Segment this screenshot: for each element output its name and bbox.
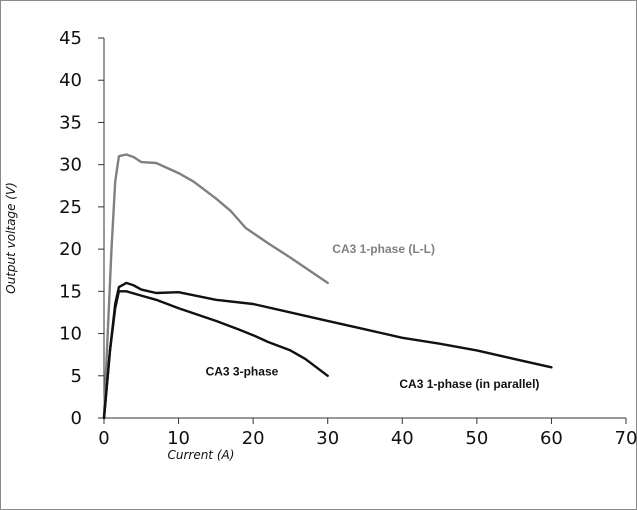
series-lines (102, 153, 553, 420)
y-tick-label: 45 (59, 28, 82, 49)
series-annotations: CA3 1-phase (L-L) CA3 3-phase CA3 1-phase … (206, 242, 540, 391)
x-tick-label: 30 (316, 428, 339, 449)
y-tick-label: 20 (59, 239, 82, 260)
y-tick-label: 0 (71, 408, 82, 429)
y-tick-label: 25 (59, 197, 82, 218)
x-tick-label: 50 (465, 428, 488, 449)
y-tick-label: 40 (59, 70, 82, 91)
series-line-3 (102, 290, 329, 420)
series-label-2: CA3 3-phase (206, 365, 279, 379)
x-axis-title: Current (A) (167, 448, 234, 462)
x-tick-label: 20 (242, 428, 265, 449)
series-label-3: CA3 1-phase (in parallel) (399, 377, 539, 391)
y-tick-label: 35 (59, 112, 82, 133)
tick-labels: 0 5 10 15 20 25 30 35 40 45 0 10 20 30 40 50 60 70 (59, 28, 637, 449)
x-tick-label: 60 (540, 428, 563, 449)
x-tick-label: 40 (391, 428, 414, 449)
y-tick-label: 10 (59, 324, 82, 345)
series-line-2 (102, 281, 553, 420)
y-tick-label: 5 (71, 366, 82, 387)
series-label-1: CA3 1-phase (L-L) (332, 242, 435, 256)
x-tick-label: 10 (167, 428, 190, 449)
series-line-1 (102, 153, 329, 420)
axes (98, 37, 627, 424)
x-tick-label: 0 (98, 428, 109, 449)
y-tick-label: 15 (59, 281, 82, 302)
y-tick-label: 30 (59, 155, 82, 176)
y-axis-title: Output voltage (V) (4, 182, 18, 294)
x-tick-label: 70 (615, 428, 637, 449)
